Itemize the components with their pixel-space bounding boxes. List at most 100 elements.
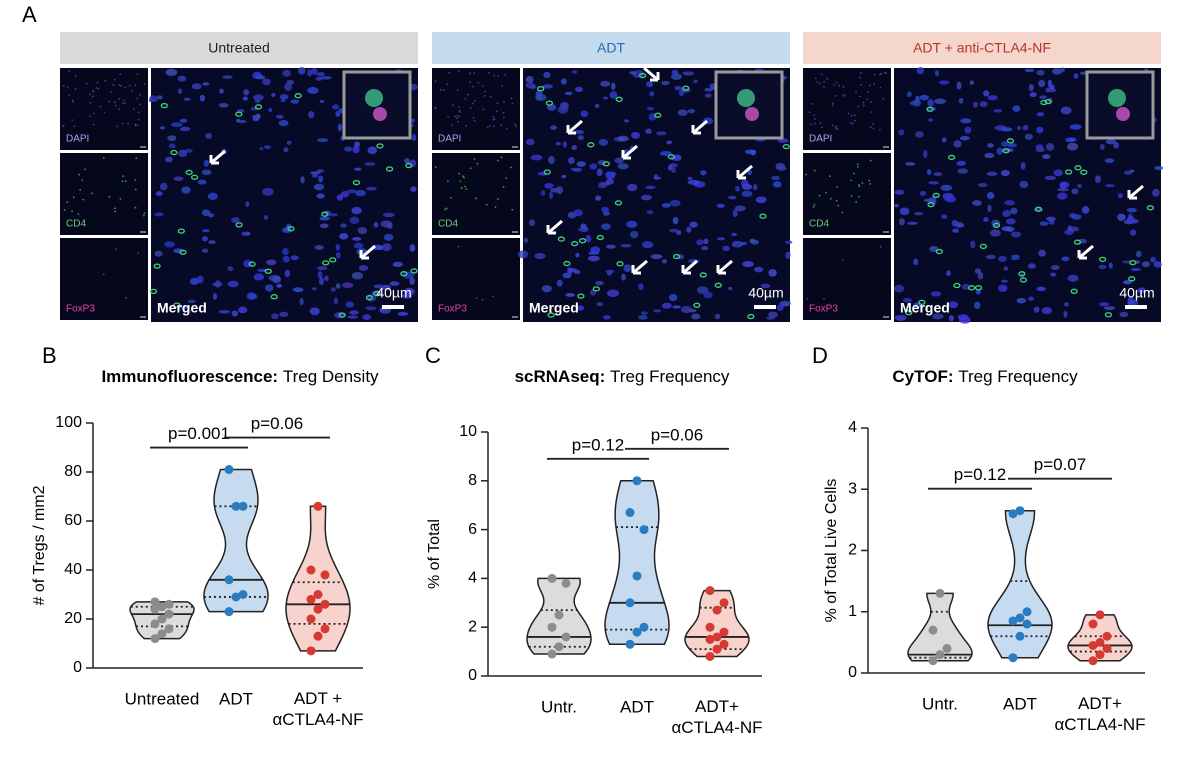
arrow (631, 259, 648, 275)
cell (135, 157, 138, 160)
data-point (306, 594, 316, 604)
nucleus (1004, 200, 1015, 206)
nucleus (1098, 264, 1107, 270)
nucleus (722, 245, 730, 251)
cell (850, 114, 853, 117)
nucleus (567, 267, 573, 275)
cell (514, 123, 516, 126)
channel-image (432, 153, 520, 235)
cell (456, 89, 459, 91)
cell (134, 188, 137, 191)
cell (89, 93, 92, 96)
data-point (164, 624, 174, 634)
nucleus (1094, 175, 1101, 184)
cell (502, 111, 505, 114)
nucleus (318, 277, 325, 286)
nucleus (989, 229, 1001, 237)
nucleus (1064, 302, 1069, 307)
cell (114, 104, 117, 107)
cd4-cell (235, 111, 243, 117)
data-point (1088, 619, 1098, 629)
channel-image (803, 238, 891, 320)
nucleus (411, 133, 417, 142)
cell (482, 108, 485, 111)
cd4-cell (1073, 239, 1082, 245)
data-point (1102, 644, 1112, 653)
inset-cell (737, 89, 755, 107)
nucleus (318, 175, 324, 183)
cell (95, 87, 98, 89)
data-point (231, 592, 241, 602)
nucleus (354, 167, 362, 171)
cell (831, 124, 834, 127)
nucleus (626, 183, 638, 192)
cd4-cell (1064, 169, 1073, 175)
nucleus (284, 269, 291, 278)
cell (493, 125, 495, 127)
cell (836, 128, 839, 130)
nucleus (941, 137, 947, 143)
cd4-cell (173, 302, 181, 308)
nucleus (397, 311, 409, 316)
cell (829, 175, 831, 178)
nucleus (670, 154, 682, 161)
cell (122, 175, 125, 178)
cell (869, 126, 872, 129)
arrow (621, 144, 638, 160)
nucleus (1001, 226, 1012, 232)
nucleus (940, 184, 953, 191)
nucleus (330, 287, 336, 292)
nucleus (245, 201, 250, 208)
data-point (719, 639, 729, 649)
nucleus (1105, 184, 1115, 188)
cell (102, 273, 105, 276)
nucleus (548, 155, 555, 164)
nucleus (560, 78, 567, 85)
cd4-cell (1040, 99, 1048, 106)
nucleus (668, 293, 678, 302)
nucleus (755, 196, 767, 204)
nucleus (1129, 169, 1135, 173)
cell (447, 180, 449, 183)
x-tick-label: ADT+ αCTLA4-NF (1054, 694, 1145, 734)
nucleus (548, 191, 554, 199)
cd4-cell (667, 154, 676, 160)
merged-label: Merged (529, 300, 579, 316)
cell (859, 95, 861, 98)
nucleus (319, 216, 330, 221)
nucleus (934, 98, 946, 105)
inset-cell (745, 107, 759, 121)
cell (102, 157, 105, 159)
nucleus (732, 209, 738, 218)
nucleus (605, 269, 615, 274)
nucleus (276, 283, 283, 288)
inset-cell (373, 107, 387, 121)
data-point (306, 614, 316, 624)
nucleus (907, 221, 918, 225)
x-tick-label: Untreated (125, 689, 200, 708)
nucleus (290, 255, 299, 261)
data-point (313, 604, 323, 614)
nucleus (899, 218, 905, 226)
nucleus (1038, 249, 1046, 257)
nucleus (598, 138, 609, 146)
cell (810, 123, 813, 126)
nucleus (742, 261, 754, 268)
nucleus (894, 203, 900, 208)
nucleus (600, 80, 611, 87)
cd4-cell (1034, 206, 1043, 212)
cell (92, 112, 95, 115)
nucleus (366, 186, 377, 191)
data-point (320, 599, 330, 609)
nucleus (337, 123, 342, 132)
nucleus (1003, 266, 1009, 271)
nucleus (344, 146, 353, 152)
data-point (224, 575, 234, 585)
channel-image (432, 68, 520, 150)
cell (829, 197, 832, 200)
cd4-cell (385, 166, 394, 172)
data-point (313, 501, 323, 511)
nucleus (202, 236, 208, 242)
cd4-cell (967, 285, 976, 291)
p-value: p=0.001 (168, 424, 230, 443)
